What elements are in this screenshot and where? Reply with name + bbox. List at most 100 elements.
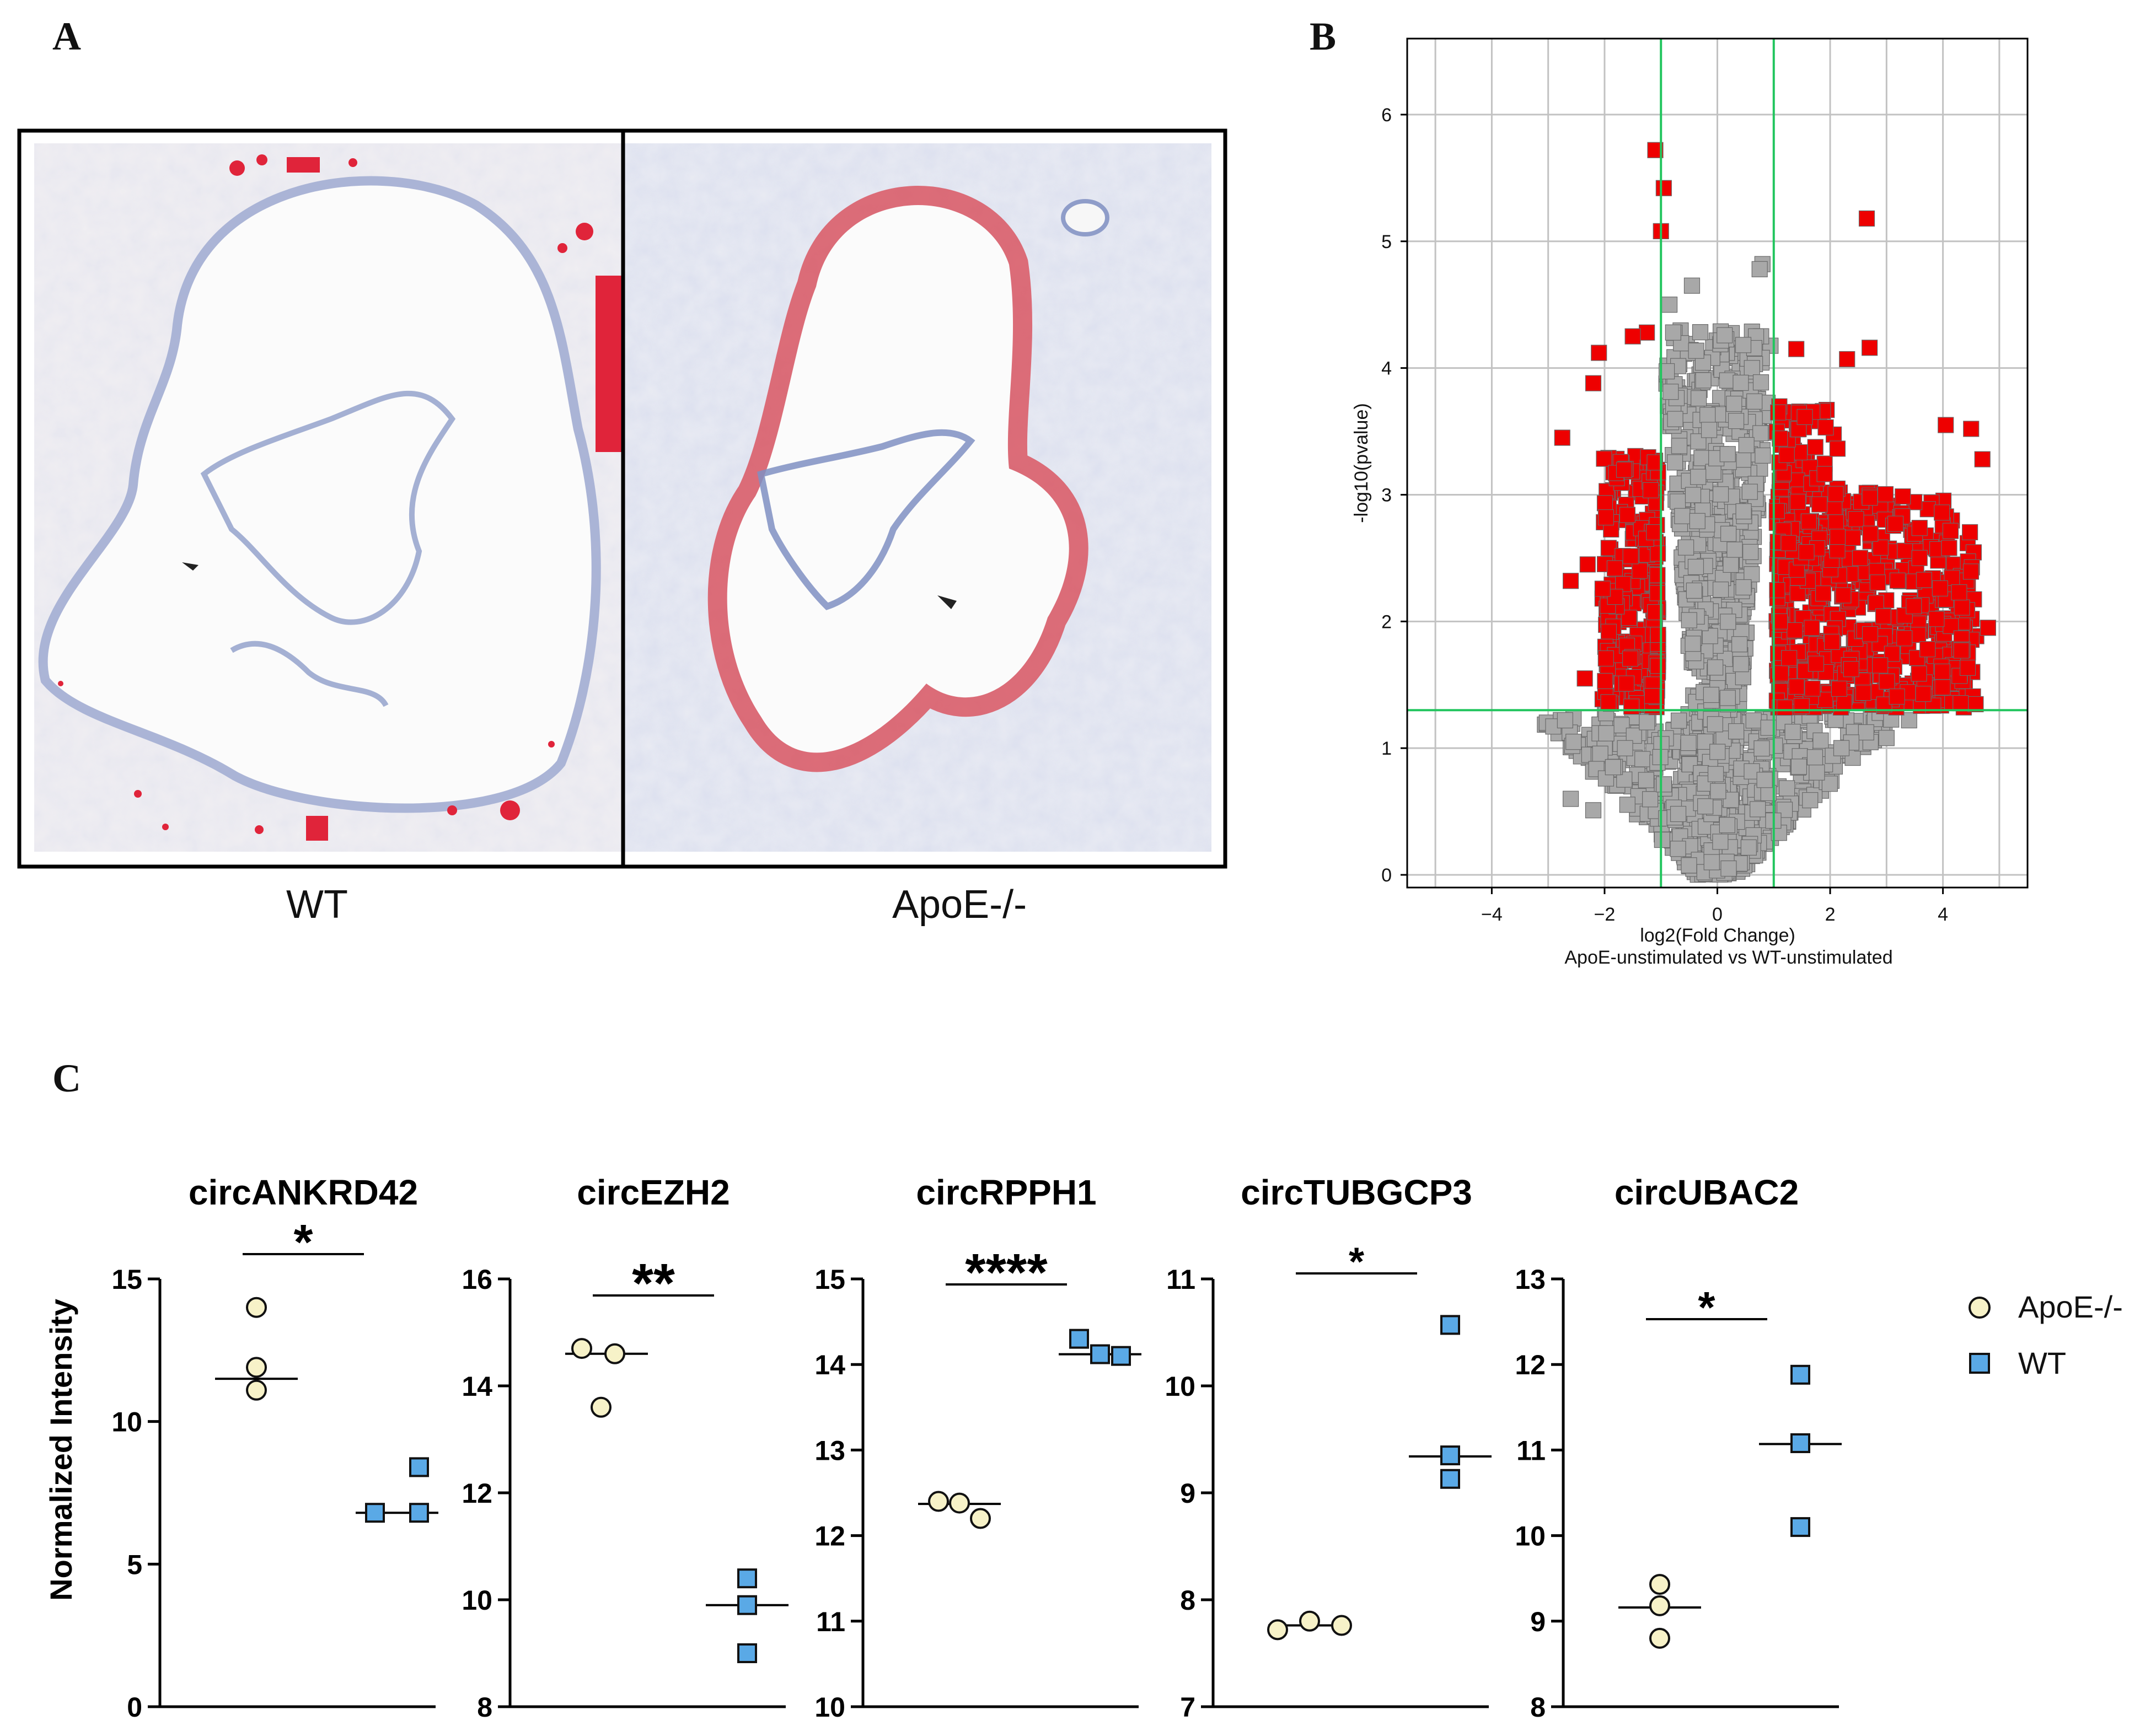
volcano-point-significant: [1934, 504, 1950, 521]
volcano-point-significant: [1649, 545, 1666, 562]
volcano-point-significant: [1895, 488, 1911, 505]
volcano-point-significant: [1585, 375, 1602, 391]
volcano-point-not-significant: [1638, 772, 1654, 788]
volcano-point-not-significant: [1669, 493, 1686, 510]
volcano-point-significant: [1974, 451, 1991, 467]
panel-letter-a: A: [52, 14, 81, 58]
volcano-xtick-label: −4: [1481, 904, 1503, 925]
volcano-point-significant: [1858, 210, 1875, 227]
significance-stars: ****: [965, 1243, 1048, 1302]
volcano-point-not-significant: [1616, 771, 1633, 788]
volcano-point-significant: [1911, 520, 1928, 536]
volcano-xlabel-2: ApoE-unstimulated vs WT-unstimulated: [1564, 947, 1892, 968]
point-apoe: [1331, 1615, 1352, 1636]
volcano-point-not-significant: [1619, 797, 1635, 813]
volcano-point-not-significant: [1712, 486, 1729, 503]
volcano-point-significant: [1607, 589, 1623, 605]
volcano-point-not-significant: [1639, 714, 1655, 730]
volcano-point-not-significant: [1697, 798, 1714, 815]
volcano-point-significant: [1798, 544, 1815, 561]
legend-apoe-marker: [1969, 1297, 1991, 1319]
volcano-point-significant: [1938, 417, 1954, 433]
volcano-point-not-significant: [1667, 411, 1683, 427]
volcano-point-not-significant: [1605, 759, 1621, 776]
point-apoe: [949, 1492, 970, 1514]
volcano-point-significant: [1906, 598, 1922, 615]
volcano-point-not-significant: [1681, 612, 1697, 628]
volcano-point-significant: [1646, 524, 1662, 541]
volcano-point-not-significant: [1585, 802, 1602, 819]
volcano-point-significant: [1829, 529, 1846, 545]
volcano-point-not-significant: [1858, 724, 1874, 741]
dotplot-ytick-label: 9: [1530, 1606, 1546, 1637]
volcano-point-significant: [1622, 548, 1639, 564]
point-wt: [737, 1595, 757, 1615]
volcano-point-significant: [1800, 513, 1817, 530]
volcano-point-not-significant: [1740, 839, 1757, 856]
volcano-point-not-significant: [1752, 425, 1769, 442]
panel-c-dotplots: 051015circANKRD42*810121416circEZH2**101…: [44, 1173, 2123, 1723]
volcano-ylabel: -log10(pvalue): [1351, 403, 1372, 523]
point-apoe: [591, 1396, 612, 1418]
volcano-point-significant: [1953, 642, 1970, 659]
volcano-point-significant: [1916, 572, 1932, 588]
dotplot-ytick-label: 10: [111, 1407, 142, 1438]
dotplot-circUBAC2: 8 9 10 11 12 13 circUBAC2 *: [1515, 1173, 1842, 1723]
volcano-point-not-significant: [1735, 503, 1752, 520]
volcano-point-not-significant: [1744, 566, 1760, 583]
volcano-point-significant: [1852, 550, 1869, 566]
volcano-point-significant: [1597, 673, 1613, 689]
point-wt: [409, 1457, 429, 1477]
volcano-point-not-significant: [1656, 776, 1672, 793]
volcano-point-significant: [1804, 680, 1821, 697]
volcano-point-not-significant: [1687, 558, 1704, 576]
significance-stars: **: [632, 1252, 675, 1314]
volcano-point-significant: [1928, 611, 1945, 627]
dotplot-ytick-label: 7: [1180, 1692, 1195, 1723]
volcano-point-significant: [1872, 657, 1889, 674]
significance-stars: *: [293, 1215, 313, 1270]
volcano-point-significant: [1778, 447, 1795, 463]
volcano-point-significant: [1596, 450, 1612, 467]
point-apoe: [1649, 1595, 1670, 1616]
volcano-point-significant: [1953, 695, 1969, 712]
volcano-point-significant: [1827, 514, 1844, 531]
point-wt: [365, 1503, 385, 1523]
volcano-point-not-significant: [1717, 327, 1733, 343]
volcano-threshold-lines: [1407, 39, 2028, 888]
volcano-point-not-significant: [1699, 407, 1716, 423]
dotplot-title: circUBAC2: [1615, 1173, 1799, 1212]
volcano-point-not-significant: [1752, 374, 1769, 391]
point-wt: [737, 1643, 757, 1663]
volcano-point-significant: [1844, 529, 1861, 546]
volcano-point-significant: [1600, 623, 1617, 640]
volcano-point-significant: [1788, 678, 1805, 695]
volcano-point-not-significant: [1703, 686, 1719, 703]
volcano-points-not-significant: [1537, 256, 1917, 883]
volcano-ytick-label: 4: [1381, 358, 1392, 379]
volcano-point-not-significant: [1710, 783, 1726, 799]
volcano-point-not-significant: [1662, 384, 1679, 400]
point-wt: [1790, 1364, 1810, 1385]
volcano-point-significant: [1887, 515, 1904, 532]
volcano-point-not-significant: [1688, 342, 1704, 359]
legend-apoe-label: ApoE-/-: [2018, 1289, 2123, 1324]
volcano-point-significant: [1811, 496, 1828, 513]
point-wt: [409, 1503, 429, 1523]
dotplot-title: circANKRD42: [189, 1173, 418, 1212]
volcano-point-significant: [1594, 580, 1611, 597]
volcano-point-not-significant: [1703, 854, 1720, 870]
volcano-point-significant: [1827, 486, 1844, 502]
volcano-point-not-significant: [1735, 337, 1752, 353]
volcano-point-significant: [1576, 670, 1593, 687]
volcano-point-not-significant: [1692, 324, 1709, 341]
volcano-point-not-significant: [1707, 716, 1723, 733]
volcano-point-not-significant: [1812, 732, 1829, 749]
volcano-point-not-significant: [1654, 831, 1670, 848]
volcano-point-significant: [1831, 680, 1848, 697]
point-apoe: [571, 1338, 592, 1359]
dotplot-ytick-label: 13: [814, 1435, 845, 1466]
volcano-ytick-label: 2: [1381, 611, 1392, 632]
volcano-point-significant: [1793, 698, 1810, 714]
dotplot-title: circTUBGCP3: [1241, 1173, 1472, 1212]
